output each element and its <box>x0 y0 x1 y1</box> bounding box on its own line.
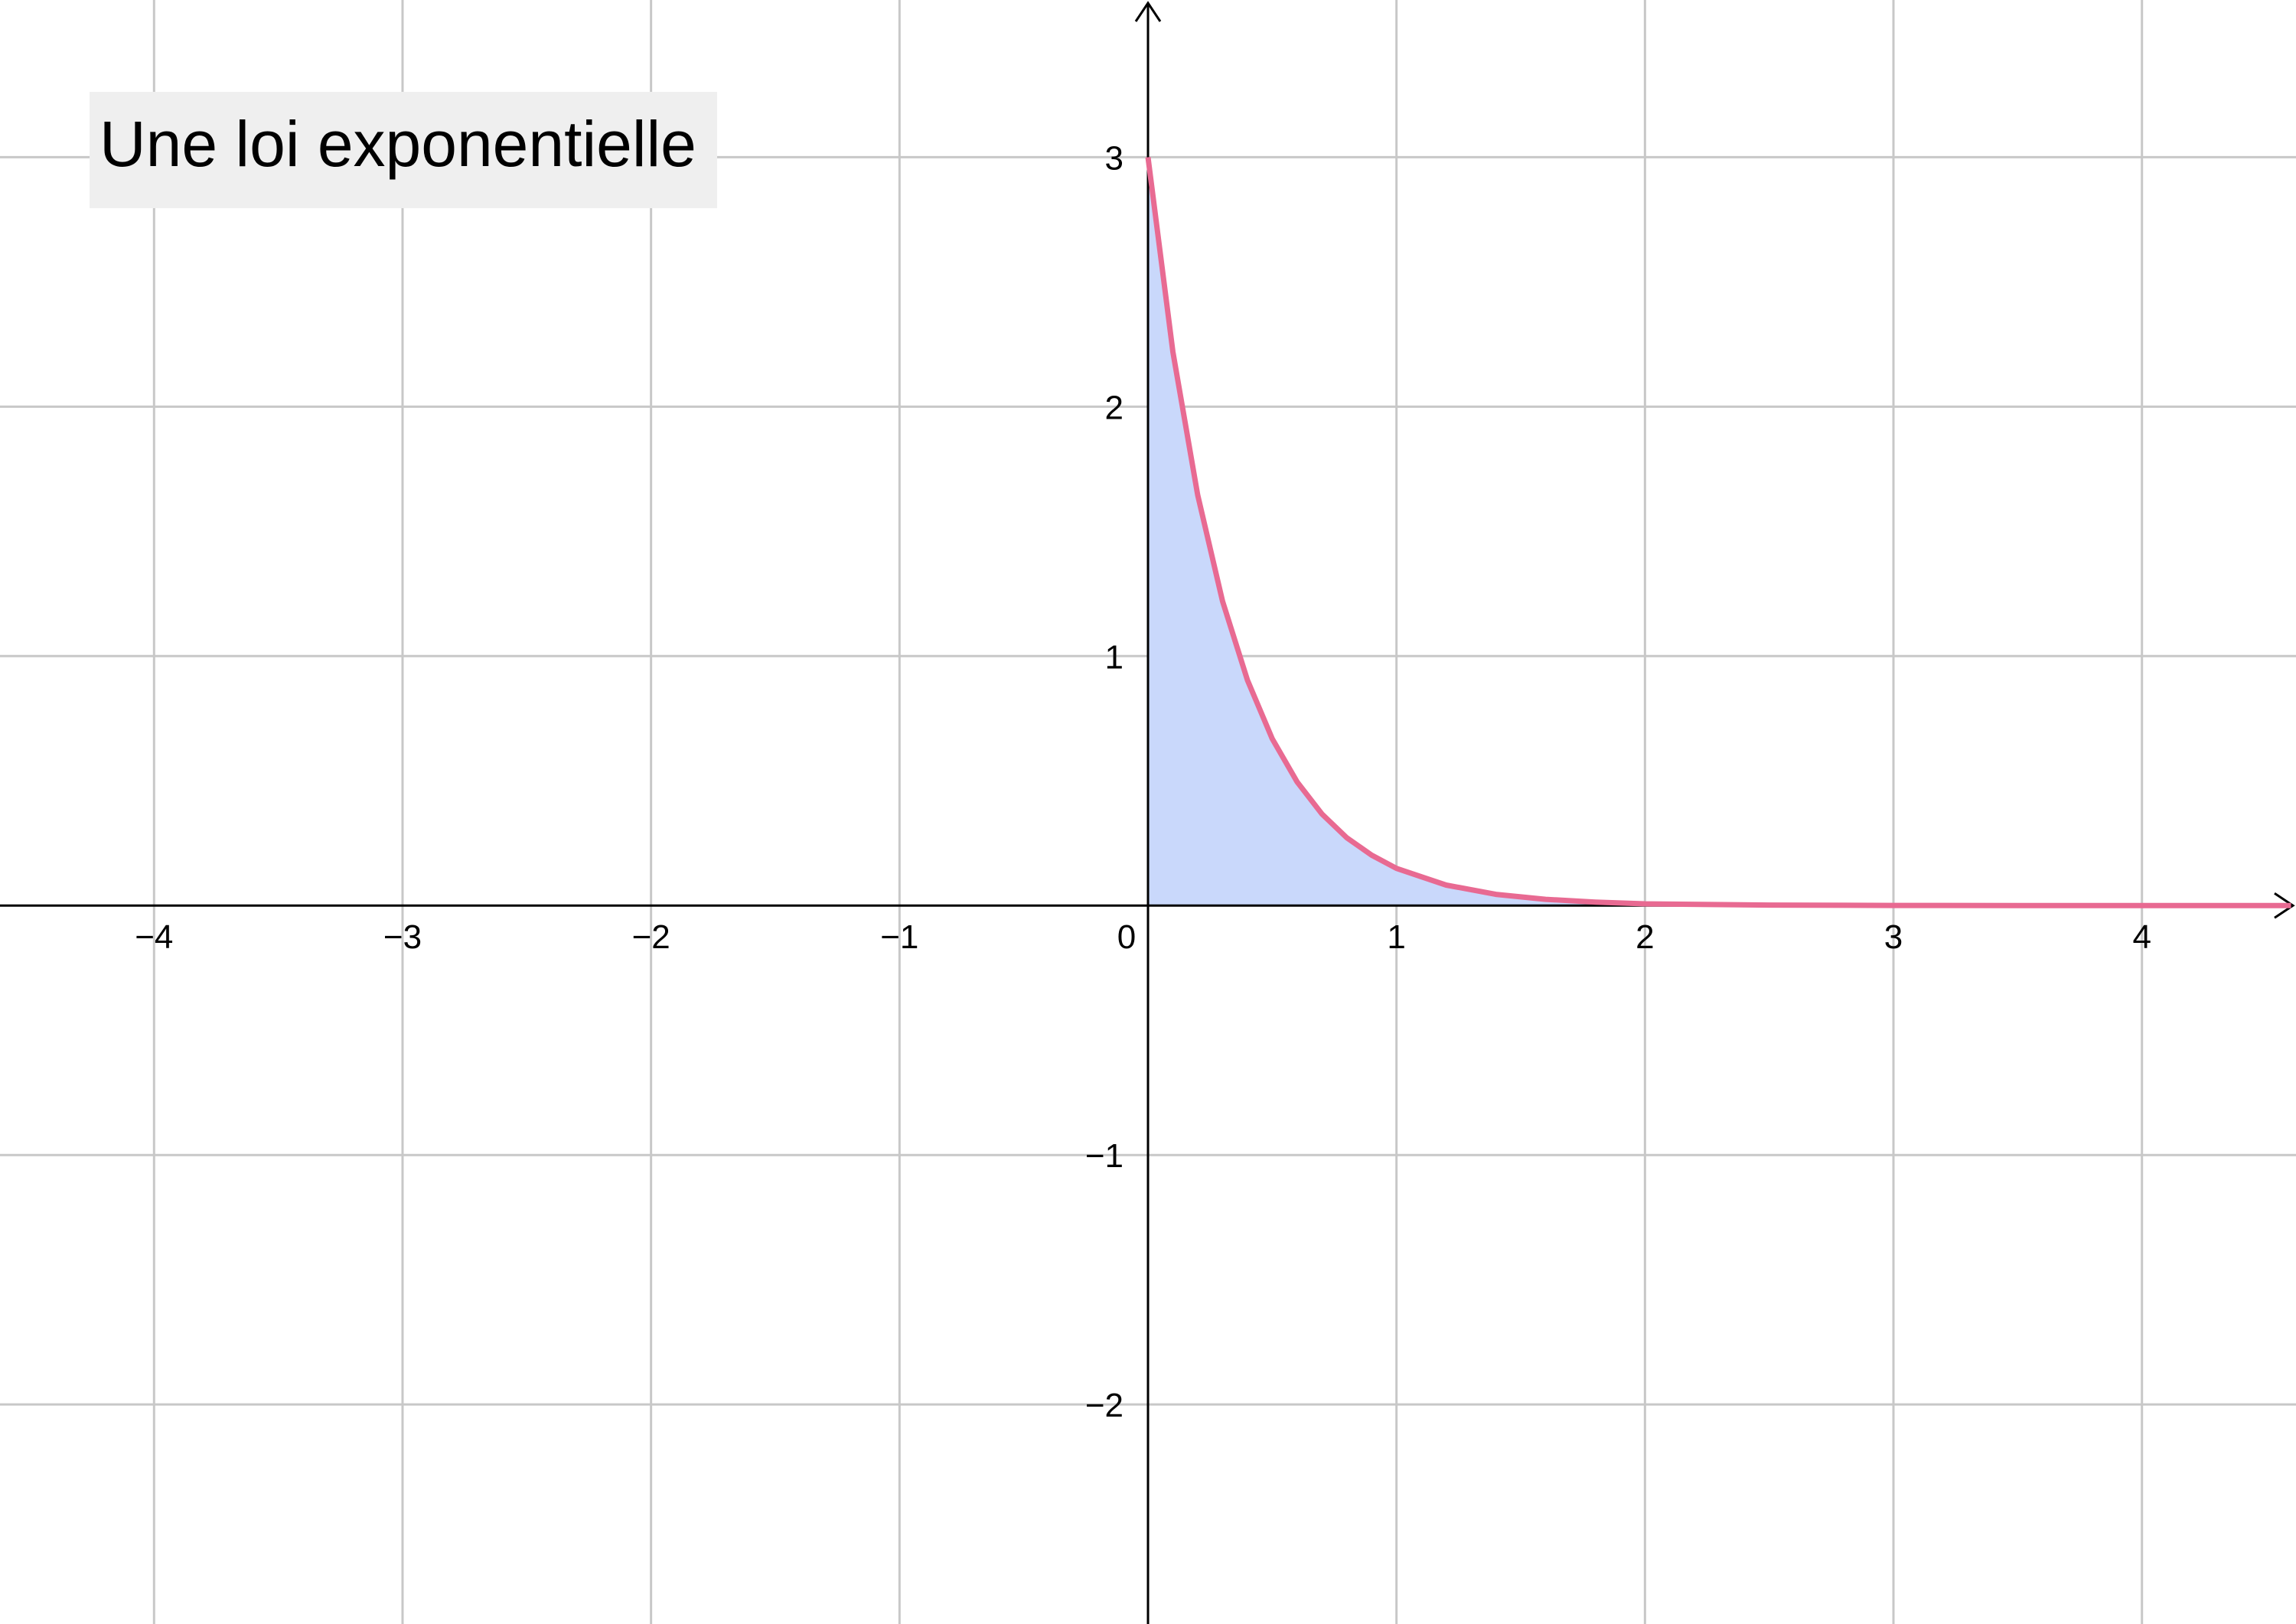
x-tick-label: 1 <box>1387 918 1405 956</box>
x-axis-arrow <box>2274 892 2295 919</box>
x-tick-label: −1 <box>880 918 918 956</box>
tick-labels: −4 −3 −2 −1 0 1 2 3 4 3 2 1 −1 −2 <box>135 139 2151 1424</box>
x-tick-label: 4 <box>2132 918 2151 956</box>
y-tick-label: 1 <box>1105 638 1124 676</box>
y-tick-label: 3 <box>1105 139 1124 177</box>
x-tick-label: −2 <box>632 918 670 956</box>
area-under-curve <box>1148 157 2291 906</box>
x-tick-label: 2 <box>1636 918 1654 956</box>
x-tick-label: 3 <box>1884 918 1903 956</box>
y-tick-label: −1 <box>1085 1137 1124 1175</box>
y-tick-label: 2 <box>1105 389 1124 426</box>
x-tick-label: −4 <box>135 918 173 956</box>
x-tick-label: 0 <box>1117 918 1136 956</box>
x-tick-label: −3 <box>383 918 422 956</box>
y-tick-label: −2 <box>1085 1387 1124 1424</box>
density-curve <box>1145 156 2291 908</box>
chart-title: Une loi exponentielle <box>99 108 696 180</box>
y-axis-arrow <box>1134 1 1162 22</box>
title-box: Une loi exponentielle <box>90 92 717 208</box>
title-background <box>90 92 717 208</box>
